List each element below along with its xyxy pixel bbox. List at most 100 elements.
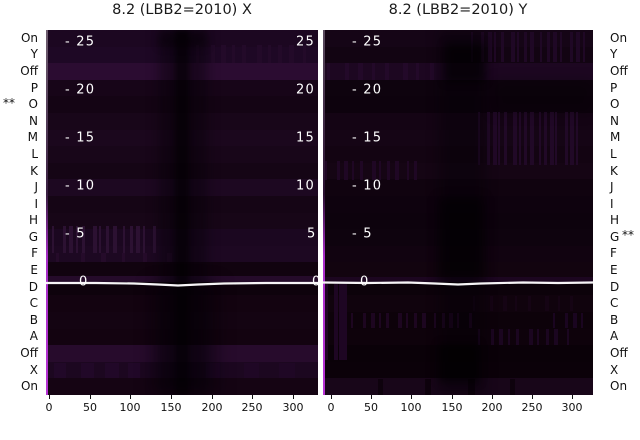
heatmap-stripe: [334, 284, 338, 360]
x-tick: [293, 395, 294, 399]
contour-label: - 20: [65, 82, 96, 98]
y-axis-label: G: [610, 229, 620, 244]
right-panel-title: 8.2 (LBB2=2010) Y: [388, 2, 528, 18]
heatmap-stripe: [231, 45, 235, 63]
heatmap-stripe: [153, 226, 157, 253]
heatmap-stripe: [101, 253, 107, 262]
heatmap-stripe: [414, 161, 418, 180]
heatmap-stripe: [244, 363, 260, 378]
heatmap-shade: [439, 198, 483, 278]
heatmap-stripe: [537, 329, 539, 345]
y-axis-label: E: [610, 263, 618, 278]
heatmap-stripe: [378, 379, 383, 395]
heatmap-stripe: [81, 363, 95, 378]
y-axis-label: On: [610, 30, 628, 45]
x-tick: [212, 395, 213, 399]
x-tick-label: 50: [83, 401, 97, 414]
y-axis-label: X: [610, 362, 619, 377]
x-tick: [90, 395, 91, 399]
contour-label: - 25: [65, 34, 96, 50]
contour-label: 0: [79, 274, 89, 290]
heatmap-stripe: [487, 32, 492, 62]
x-tick: [572, 395, 573, 399]
heatmap-stripe: [62, 226, 66, 253]
x-tick-label: 150: [160, 401, 182, 414]
heatmap-stripe: [303, 45, 307, 63]
contour-label: 0: [312, 274, 318, 290]
heatmap-stripe: [489, 296, 493, 311]
heatmap-stripe: [344, 284, 347, 360]
heatmap-stripe: [206, 363, 220, 378]
heatmap-shade: [151, 282, 219, 395]
y-axis-label: I: [610, 196, 614, 211]
heatmap-shade: [439, 344, 479, 382]
heatmap-stripe: [359, 161, 363, 180]
y-axis-label: I: [34, 196, 38, 211]
heatmap-stripe: [406, 313, 409, 328]
contour-label: - 20: [352, 82, 383, 98]
heatmap-stripe: [582, 32, 585, 62]
heatmap-stripe: [554, 329, 558, 345]
y-axis-label: L: [610, 146, 617, 161]
y-axis-label: B: [29, 312, 38, 327]
heatmap-stripe: [278, 363, 295, 378]
contour-label: - 10: [65, 178, 96, 194]
heatmap-stripe: [498, 112, 501, 165]
heatmap-stripe: [112, 226, 117, 253]
heatmap-stripe: [492, 112, 497, 165]
x-tick-label: 250: [241, 401, 263, 414]
heatmap-stripe: [406, 161, 409, 180]
heatmap-stripe: [288, 45, 294, 63]
x-tick-label: 100: [119, 401, 141, 414]
x-tick: [452, 395, 453, 399]
y-axis-label: On: [20, 379, 38, 394]
heatmap-row: [323, 96, 593, 114]
heatmap-stripe: [502, 296, 507, 311]
contour-label: 20: [296, 82, 315, 98]
contour-label: 5: [307, 226, 317, 242]
heatmap-stripe: [370, 313, 375, 328]
x-tick: [171, 395, 172, 399]
y-axis-label: N: [29, 113, 38, 128]
heatmap-stripe: [52, 226, 54, 253]
contour-label: 0: [360, 274, 370, 290]
heatmap-stripe: [414, 313, 417, 328]
heatmap-stripe: [510, 379, 516, 395]
y-axis-label: On: [610, 379, 628, 394]
heatmap-stripe: [416, 63, 419, 80]
heatmap-shade: [159, 30, 207, 47]
heatmap-stripe: [56, 253, 59, 262]
y-axis-label: M: [27, 130, 38, 145]
contour-label: - 10: [352, 178, 383, 194]
heatmap-stripe: [570, 296, 574, 311]
y-axis-label: Y: [610, 47, 618, 62]
heatmap-stripe: [167, 253, 173, 262]
heatmap-row: [323, 79, 593, 97]
contour-label: - 25: [352, 34, 383, 50]
y-axis-label: F: [610, 246, 617, 261]
y-axis-label: X: [29, 362, 38, 377]
heatmap-stripe: [523, 32, 527, 62]
heatmap-stripe: [106, 226, 109, 253]
y-axis-label: F: [31, 246, 38, 261]
heatmap-stripe: [478, 112, 480, 165]
heatmap-shade: [175, 30, 189, 395]
heatmap-stripe: [136, 226, 141, 253]
heatmap-stripe: [457, 313, 460, 328]
y-axis-label: C: [610, 296, 619, 311]
heatmap-stripe: [513, 112, 518, 165]
heatmap-shade: [323, 277, 593, 282]
y-axis-label: P: [30, 80, 38, 95]
y-axis-label: Off: [20, 346, 38, 361]
y-axis-label: A: [610, 329, 619, 344]
heatmap-stripe: [538, 112, 541, 165]
heatmap-stripe: [429, 63, 434, 80]
heatmap-stripe: [358, 63, 363, 80]
heatmap-stripe: [82, 226, 86, 253]
heatmap-stripe: [278, 45, 283, 63]
heatmap-stripe: [325, 284, 328, 360]
y-axis-label: A: [29, 329, 38, 344]
heatmap-stripe: [99, 226, 102, 253]
heatmap-stripe: [421, 313, 426, 328]
